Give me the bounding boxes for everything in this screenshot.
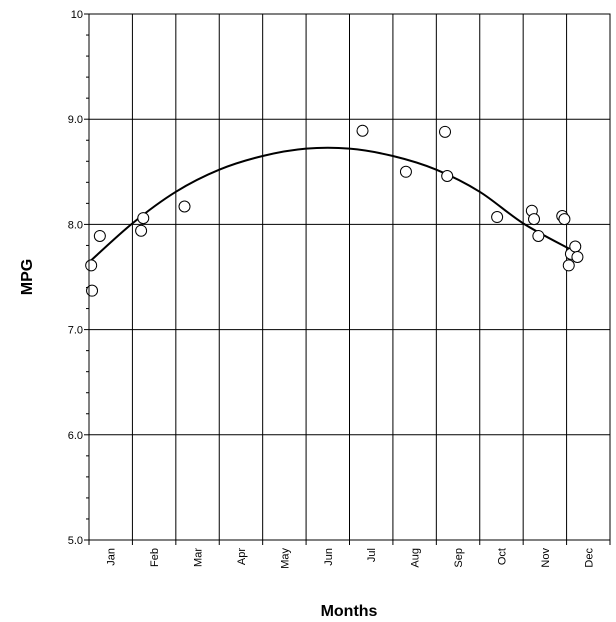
data-point	[558, 213, 571, 226]
fit-line-layer	[88, 146, 572, 264]
data-point	[532, 229, 545, 242]
x-tick-label: Aug	[410, 548, 422, 568]
x-tick-label: Apr	[236, 548, 248, 565]
x-tick-label: Feb	[149, 548, 161, 567]
fit-curve	[88, 146, 572, 264]
data-point	[441, 170, 454, 183]
y-axis-title: MPG	[19, 259, 36, 295]
data-point	[528, 213, 541, 226]
data-point	[93, 229, 106, 242]
y-tick-label: 10	[71, 9, 83, 21]
data-point	[571, 251, 584, 264]
x-tick-label: Sep	[453, 548, 465, 568]
data-point	[569, 240, 582, 253]
y-tick-label: 8.0	[68, 219, 83, 231]
data-point	[85, 259, 98, 272]
data-points	[85, 124, 584, 297]
x-tick-label: Oct	[496, 548, 508, 565]
data-point	[86, 284, 99, 297]
x-axis-title: Months	[321, 603, 378, 620]
x-tick-label: Jul	[366, 548, 378, 562]
x-tick-label: Jan	[106, 548, 118, 566]
y-tick-label: 7.0	[68, 325, 83, 337]
grid-lines	[84, 13, 611, 545]
x-tick-label: May	[279, 548, 291, 569]
plot-frame	[88, 13, 611, 541]
x-tick-label: Nov	[540, 548, 552, 568]
x-tick-label: Dec	[583, 548, 595, 568]
y-tick-labels: 5.0 6.0 7.0 8.0 9.0 10	[68, 9, 83, 547]
data-point	[137, 212, 150, 225]
data-point	[491, 211, 504, 224]
data-point	[562, 259, 575, 272]
x-tick-label: Mar	[193, 548, 205, 567]
data-point	[356, 124, 369, 137]
data-point	[178, 200, 191, 213]
data-point	[135, 224, 148, 237]
y-tick-label: 9.0	[68, 114, 83, 126]
y-tick-label: 6.0	[68, 430, 83, 442]
data-point	[399, 165, 412, 178]
data-point	[439, 125, 452, 138]
x-tick-labels: Jan Feb Mar Apr May Jun Jul Aug Sep Oct Nov Dec	[106, 548, 596, 569]
y-tick-label: 5.0	[68, 535, 83, 547]
x-tick-label: Jun	[323, 548, 335, 566]
